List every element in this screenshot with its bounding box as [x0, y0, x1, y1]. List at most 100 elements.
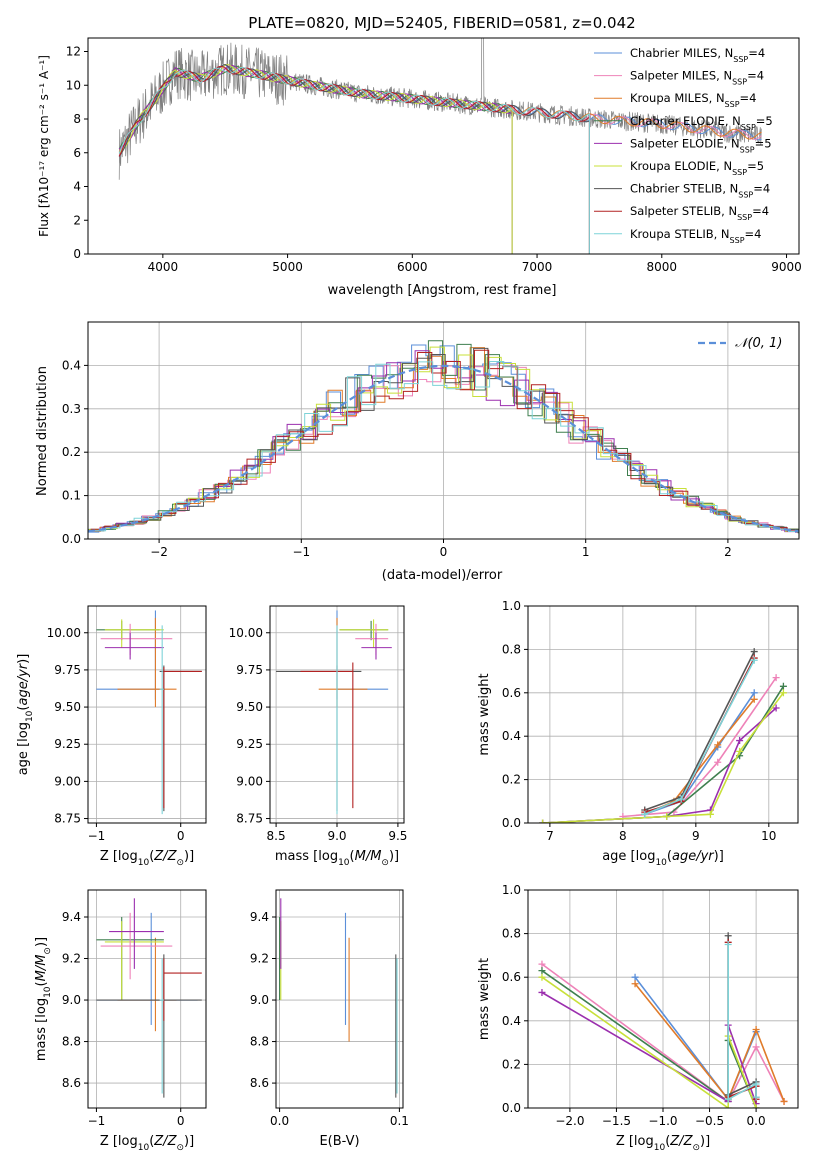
errorbar-chabrier-stelib: [96, 954, 202, 1098]
y-tick-label: 9.2: [250, 952, 269, 966]
errorbar-kroupa-stelib: [159, 625, 164, 815]
y-tick-label: 0: [73, 247, 81, 261]
x-tick-label: 8000: [647, 260, 678, 274]
frame-massweight_vs_age: 7 8 9 10 0.0 0.2 0.4 0.6 0.8 1.0: [502, 599, 799, 843]
y-tick-label: 1.0: [502, 599, 521, 613]
y-tick-label: 4: [73, 180, 81, 194]
data-point: [724, 1095, 732, 1103]
data-point: [724, 932, 732, 940]
y-tick-label: 0.3: [62, 402, 81, 416]
x-axis-label: E(B-V): [319, 1134, 359, 1149]
x-axis-label: mass [log10(M/M⊙)]: [275, 849, 399, 868]
figure-title: PLATE=0820, MJD=52405, FIBERID=0581, z=0…: [248, 14, 635, 32]
frame-age_vs_mass: 8.5 9.0 9.5 8.75 9.00 9.25 9.50 9.75 10.00: [229, 605, 407, 843]
y-tick-label: 8.8: [250, 1035, 269, 1049]
y-tick-label: 9.4: [250, 910, 269, 924]
errorbar-chabrier-miles: [336, 610, 389, 700]
legend-entry: Chabrier ELODIE, NSSP=5: [630, 114, 773, 132]
frame-residuals: −2 −1 0 1 2 0.0 0.1 0.2 0.3 0.4: [62, 321, 800, 559]
legend-entry: Chabrier STELIB, NSSP=4: [630, 182, 770, 200]
series-line: [541, 991, 757, 1104]
data-point: [724, 1104, 732, 1108]
y-tick-label: 9.00: [54, 774, 81, 788]
x-tick-label: 9.0: [327, 829, 346, 843]
x-axis-label: (data-model)/error: [382, 568, 503, 583]
y-tick-label: 0.2: [62, 445, 81, 459]
x-tick-label: 6000: [397, 260, 428, 274]
data-point: [752, 1043, 760, 1051]
data-point: [538, 988, 546, 996]
y-tick-label: 0.0: [502, 1101, 521, 1115]
grid-mass_vs_ebv: [276, 890, 403, 1108]
axes-frame: [87, 37, 800, 255]
legend-entry: Kroupa MILES, NSSP=4: [630, 91, 756, 109]
data-point: [779, 689, 787, 697]
y-tick-label: 0.4: [502, 729, 521, 743]
y-tick-label: 9.2: [62, 952, 81, 966]
y-tick-label: 9.0: [62, 993, 81, 1007]
model-spectrum-kroupa-elodie: [118, 64, 513, 254]
errorbar-chabrier-elodie: [339, 620, 389, 641]
data-point: [724, 941, 732, 948]
axes-residuals: −2 −1 0 1 2 0.0 0.1 0.2 0.3 0.4 𝒩(0, 1) (data-model…: [35, 321, 800, 583]
frame-massweight_vs_Z: −2.0 −1.5 −1.0 −0.5 0.0 0.0 0.2 0.4 0.6 0.8 1.0: [502, 883, 799, 1128]
frame-mass_vs_ebv: 0.0 0.1 8.6 8.8 9.0 9.2 9.4: [250, 889, 409, 1128]
errorbar-kroupa-stelib: [159, 958, 164, 1094]
x-tick-label: 0: [440, 545, 448, 559]
errorbar-chabrier-miles: [96, 610, 160, 700]
y-tick-label: 9.75: [54, 663, 81, 677]
y-tick-label: 9.00: [236, 774, 263, 788]
data-point: [663, 812, 671, 820]
data-point: [641, 810, 649, 818]
grid-mass_vs_Z: [88, 890, 206, 1108]
histogram-salpeter-stelib: [90, 349, 799, 532]
data-point: [750, 689, 758, 697]
y-tick-label: 9.0: [250, 993, 269, 1007]
errorbar-salpeter-elodie: [109, 898, 164, 969]
observed-spectrum: [118, 38, 762, 180]
normal-curve: [88, 364, 799, 533]
series-line: [644, 692, 755, 816]
data-point: [736, 737, 744, 745]
x-tick-label: 0: [177, 829, 185, 843]
errorbar-salpeter-miles: [100, 912, 173, 980]
plot-area-massweight_vs_Z: [538, 932, 788, 1108]
x-tick-label: −1: [88, 829, 106, 843]
x-axis-label: Z [log10(Z/Z⊙)]: [100, 849, 194, 868]
x-axis-label: Z [log10(Z/Z⊙)]: [616, 1134, 710, 1153]
series-line: [644, 651, 755, 811]
series-salpeter-elodie: [538, 988, 760, 1108]
frame-age_vs_Z: −1 0 8.75 9.00 9.25 9.50 9.75 10.00: [47, 605, 207, 843]
y-tick-label: 8: [73, 112, 81, 126]
data-point: [772, 704, 780, 712]
x-tick-label: 0.1: [390, 1114, 409, 1128]
y-tick-label: 9.50: [54, 700, 81, 714]
model-spectrum-chabrier-stelib: [118, 63, 590, 254]
x-tick-label: 2: [724, 545, 732, 559]
x-tick-label: 4000: [148, 260, 179, 274]
x-tick-label: 1: [582, 545, 590, 559]
y-tick-label: 8.75: [54, 812, 81, 826]
data-point: [631, 973, 639, 981]
errorbar-salpeter-miles: [355, 623, 389, 656]
data-point: [714, 741, 722, 749]
y-tick-label: 0.4: [62, 358, 81, 372]
series-chabrier-miles: [631, 973, 760, 1103]
errorbar-chabrier-elodie: [96, 620, 160, 641]
axes-massweight_vs_Z: −2.0 −1.5 −1.0 −0.5 0.0 0.0 0.2 0.4 0.6 0.8 1.0 mas…: [477, 883, 799, 1153]
x-axis-label: Z [log10(Z/Z⊙)]: [100, 1134, 194, 1153]
y-axis-label: Normed distribution: [35, 366, 50, 496]
data-point: [779, 682, 787, 690]
axes-frame: [275, 889, 404, 1109]
y-axis-label: mass [log10(M/M⊙)]: [34, 937, 53, 1061]
errorbar-salpeter-miles: [100, 623, 173, 656]
y-tick-label: 12: [66, 45, 81, 59]
x-tick-label: −1: [292, 545, 310, 559]
errorbar-kroupa-elodie: [339, 619, 389, 648]
axes-mass_vs_Z: −1 0 8.6 8.8 9.0 9.2 9.4 Z [log10(Z/Z⊙)] mass [l…: [34, 889, 207, 1153]
data-point: [752, 1080, 760, 1088]
series-line: [541, 970, 757, 1108]
x-tick-label: 9000: [771, 260, 802, 274]
x-tick-label: 0: [177, 1114, 185, 1128]
